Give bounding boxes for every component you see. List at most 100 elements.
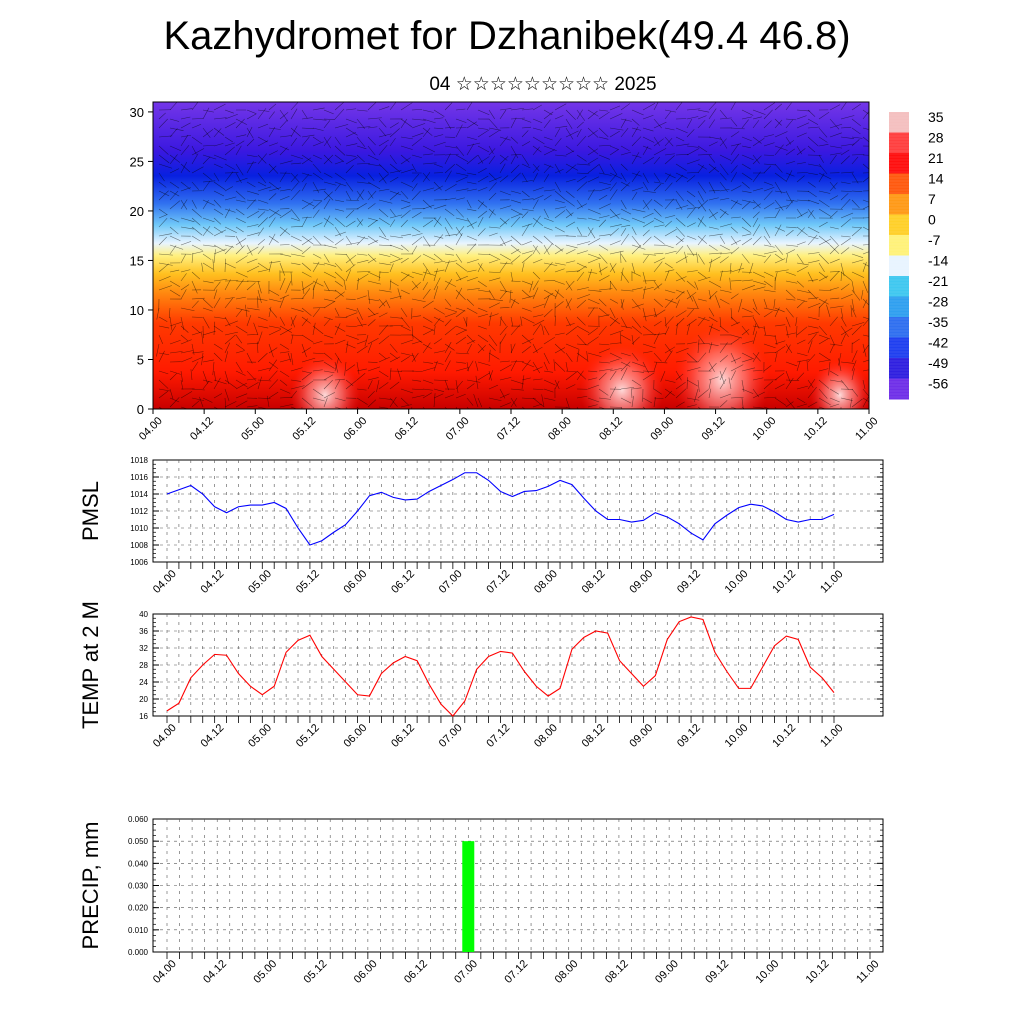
page-subtitle: 04 ☆☆☆☆☆☆☆☆☆ 2025	[429, 74, 657, 95]
cross-section-y-tick-label: 15	[130, 253, 144, 268]
cross-section-y-tick-label: 20	[130, 204, 144, 219]
y-tick-label: 1012	[130, 507, 148, 516]
cross-section-x-tick-label: 05.00	[239, 415, 267, 443]
y-tick-label: 1016	[130, 473, 148, 482]
x-tick-label: 08.00	[532, 568, 560, 596]
y-tick-label: 0.010	[128, 926, 149, 935]
y-tick-label: 1010	[130, 524, 148, 533]
x-tick-label: 09.12	[703, 958, 731, 986]
colorbar-swatch	[889, 337, 909, 359]
x-tick-label: 07.12	[484, 568, 512, 596]
x-tick-label: 09.12	[675, 722, 703, 750]
colorbar-swatch	[889, 214, 909, 236]
y-tick-label: 1006	[130, 558, 148, 567]
colorbar-label: -7	[928, 232, 941, 248]
cross-section-panel: 0 5 10 15 20 25 30 04.00 04.12 05.00 05.12 06.00 06…	[130, 101, 881, 443]
cross-section-x-tick-label: 08.00	[546, 415, 574, 443]
x-tick-label: 05.12	[294, 722, 322, 750]
colorbar-swatch	[889, 235, 909, 256]
x-tick-label: 07.12	[484, 722, 512, 750]
x-tick-label: 10.00	[753, 958, 781, 986]
cross-section-x-tick-label: 04.12	[188, 415, 216, 443]
colorbar-swatch	[889, 378, 909, 400]
precip-bar	[462, 841, 475, 952]
colorbar-swatch	[889, 317, 909, 338]
y-tick-label: 1008	[130, 541, 148, 550]
precip-chart: 0.000 0.010 0.020 0.030 0.040 0.050 0.060 04.00…	[78, 815, 884, 986]
cross-section-x-axis: 04.00 04.12 05.00 05.12 06.00 06.12 07.00 07.12…	[137, 409, 881, 443]
x-tick-label: 06.00	[341, 568, 369, 596]
y-tick-label: 0.050	[128, 837, 149, 846]
colorbar-label: -35	[928, 314, 948, 330]
cross-section-y-tick-label: 5	[137, 352, 144, 367]
x-tick-label: 07.12	[502, 958, 530, 986]
x-tick-label: 04.12	[199, 568, 227, 596]
temp-chart: 16 20 24 28 32 36 40 04.00 04.12 05.00 05.12 06.00 0…	[78, 601, 884, 750]
x-tick-label: 06.00	[341, 722, 369, 750]
colorbar-label: -56	[928, 376, 948, 392]
y-tick-label: 0.060	[128, 815, 149, 824]
series-line	[166, 616, 835, 717]
cross-section-x-tick-label: 06.12	[393, 415, 421, 443]
colorbar-label: -21	[928, 273, 948, 289]
x-tick-label: 11.00	[818, 722, 845, 749]
x-tick-label: 08.00	[553, 958, 581, 986]
x-tick-label: 10.12	[770, 722, 798, 750]
x-tick-label: 08.12	[580, 568, 608, 596]
y-tick-label: 36	[139, 627, 148, 636]
x-tick-label: 09.12	[675, 568, 703, 596]
cross-section-x-tick-label: 09.00	[648, 415, 676, 443]
x-tick-label: 11.00	[818, 568, 845, 595]
x-tick-label: 05.00	[246, 568, 274, 596]
colorbar-swatch	[889, 173, 909, 195]
colorbar-legend: 35 28 21 14 7 0 -7 -14 -21 -28 -35 -42 -49 -56	[889, 109, 948, 400]
cross-section-x-tick-label: 10.00	[751, 415, 779, 443]
y-tick-label: 0.020	[128, 904, 149, 913]
cross-section-x-tick-label: 04.00	[137, 415, 165, 443]
y-tick-label: 1018	[130, 456, 148, 465]
cross-section-x-tick-label: 09.12	[699, 415, 727, 443]
x-tick-label: 04.00	[151, 958, 179, 986]
x-tick-label: 06.00	[352, 958, 380, 986]
colorbar-swatch	[889, 153, 909, 174]
colorbar-label: -14	[928, 253, 948, 269]
warm-cores	[290, 325, 869, 409]
x-tick-label: 06.12	[389, 568, 417, 596]
y-tick-label: 0.040	[128, 859, 149, 868]
x-tick-label: 05.00	[246, 722, 274, 750]
colorbar-swatch	[889, 112, 909, 133]
colorbar-label: 21	[928, 150, 944, 166]
y-axis-label: TEMP at 2 M	[78, 601, 103, 729]
x-tick-label: 04.00	[151, 722, 179, 750]
x-tick-label: 10.00	[723, 568, 751, 596]
colorbar-label: -28	[928, 294, 948, 310]
colorbar-swatch	[889, 194, 909, 215]
x-tick-label: 05.00	[251, 958, 279, 986]
x-tick-label: 06.12	[389, 722, 417, 750]
x-tick-label: 09.00	[627, 722, 655, 750]
x-tick-label: 10.12	[770, 568, 798, 596]
colorbar-label: -49	[928, 355, 948, 371]
cross-section-y-tick-label: 0	[137, 402, 144, 417]
colorbar-swatch	[889, 132, 909, 154]
y-tick-label: 24	[139, 678, 148, 687]
x-tick-label: 08.00	[532, 722, 560, 750]
colorbar-label: 0	[928, 212, 936, 228]
y-axis-label: PMSL	[78, 481, 103, 541]
cross-section-y-tick-label: 10	[130, 303, 144, 318]
cross-section-y-axis: 0 5 10 15 20 25 30	[130, 105, 153, 417]
cross-section-x-tick-label: 10.12	[802, 415, 830, 443]
y-tick-label: 1014	[130, 490, 148, 499]
cross-section-x-tick-label: 07.12	[495, 415, 523, 443]
colorbar-swatch	[889, 358, 909, 379]
cross-section-x-tick-label: 05.12	[290, 415, 318, 443]
y-axis-label: PRECIP, mm	[78, 822, 103, 950]
x-tick-label: 06.12	[402, 958, 430, 986]
x-tick-label: 09.00	[627, 568, 655, 596]
x-tick-label: 05.12	[302, 958, 330, 986]
x-tick-label: 05.12	[294, 568, 322, 596]
x-tick-label: 07.00	[437, 568, 465, 596]
y-tick-label: 28	[139, 661, 148, 670]
